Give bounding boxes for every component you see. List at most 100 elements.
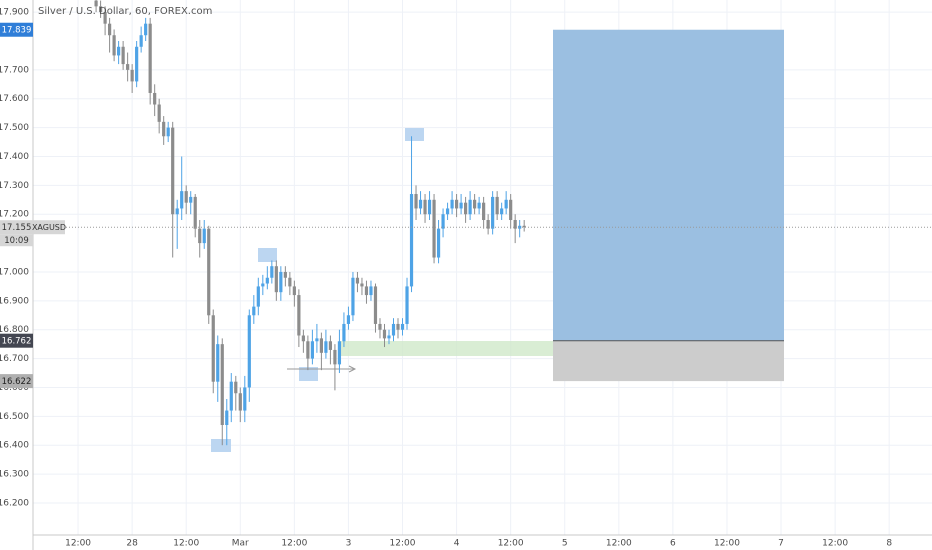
candle-body [369, 286, 373, 296]
candle-body [270, 266, 274, 278]
highlight-box [405, 128, 424, 141]
candle-body [193, 196, 197, 229]
candle-body [482, 202, 486, 221]
y-tick-label: 17.200 [0, 210, 29, 220]
candle-body [220, 344, 224, 425]
x-tick-label: 3 [346, 539, 352, 549]
candle-body [117, 46, 121, 56]
y-tick-label: 17.600 [0, 94, 29, 104]
candle-body [500, 208, 504, 215]
x-tick-label: 7 [778, 539, 784, 549]
candle-body [418, 199, 423, 209]
candle-body [216, 344, 220, 382]
candle-body [288, 277, 292, 287]
y-tick-label: 16.700 [0, 354, 29, 364]
candles [94, 0, 526, 446]
x-tick-label: 12:00 [390, 539, 416, 549]
candle-body [238, 393, 242, 411]
candle-body [162, 121, 166, 137]
candle-body [333, 349, 337, 365]
candle-body [423, 199, 427, 215]
candle-body [135, 46, 139, 82]
y-tick-label: 16.200 [0, 498, 29, 508]
candle-body [504, 199, 508, 209]
y-tick-label: 16.400 [0, 441, 29, 451]
candle-body [459, 202, 463, 209]
candle-body [130, 69, 134, 82]
candle-body [468, 199, 472, 215]
candle-body [234, 381, 238, 394]
candle-body [207, 228, 211, 316]
candle-body [396, 323, 400, 330]
candle-body [103, 12, 107, 24]
y-tick-label: 16.500 [0, 412, 29, 422]
candle-body [324, 341, 328, 353]
y-tick-label: 17.000 [0, 267, 29, 277]
candle-body [166, 127, 170, 137]
candle-body [522, 225, 526, 228]
candle-body [301, 335, 305, 342]
candle-body [513, 220, 517, 229]
y-tick-label: 17.300 [0, 181, 29, 191]
candle-body [225, 410, 229, 425]
candle-body [342, 323, 346, 342]
symbol-bg [33, 220, 65, 235]
candle-body [427, 199, 432, 215]
last-price-badge: 17.155 [2, 223, 32, 233]
candle-body [355, 277, 360, 284]
countdown: 10:09 [4, 236, 29, 246]
candle-body [108, 23, 112, 36]
symbol-label: XAGUSD [32, 223, 66, 232]
candle-body [450, 199, 454, 209]
x-tick-label: Mar [232, 539, 249, 549]
x-tick-label: 12:00 [822, 539, 848, 549]
candle-body [144, 23, 148, 36]
candle-body [274, 266, 278, 293]
candle-body [121, 46, 125, 65]
candle-body [391, 323, 396, 336]
candle-body [292, 286, 296, 296]
y-tick-label: 17.400 [0, 152, 29, 162]
candle-body [509, 199, 513, 221]
candle-body [319, 338, 324, 353]
candle-body [445, 208, 450, 215]
x-tick-label: 28 [126, 539, 138, 549]
target-badge-bg [0, 22, 33, 37]
x-tick-label: 6 [670, 539, 676, 549]
candle-body [495, 196, 499, 215]
candle-body [261, 283, 265, 287]
arrow-head [348, 365, 357, 373]
candle-body [247, 315, 251, 388]
long-position [553, 29, 784, 382]
y-tick-label: 17.500 [0, 123, 29, 133]
candle-body [98, 6, 103, 13]
candle-body [454, 199, 459, 209]
x-tick-label: 5 [562, 539, 568, 549]
x-tick-label: 12:00 [606, 539, 632, 549]
candle-body [198, 228, 202, 244]
entry-badge-bg [0, 333, 33, 348]
x-tick-label: 12:00 [173, 539, 199, 549]
entry-badge: 16.762 [2, 337, 32, 347]
candle-body [229, 381, 233, 411]
candle-body [373, 286, 378, 324]
candle-body [364, 286, 369, 296]
candle-body [157, 104, 161, 122]
x-tick-label: 12:00 [714, 539, 740, 549]
candle-body [112, 35, 116, 56]
candle-body [436, 228, 441, 258]
target-zone [553, 29, 784, 341]
x-tick-label: 4 [454, 539, 460, 549]
candle-body [126, 64, 130, 70]
candle-body [337, 341, 342, 365]
candle-body [94, 0, 98, 7]
y-tick-label: 16.900 [0, 296, 29, 306]
candle-body [279, 271, 283, 293]
candle-body [477, 202, 481, 209]
highlight-box [258, 248, 277, 262]
candle-body [310, 341, 314, 359]
candle-body [283, 271, 287, 278]
chart-title: Silver / U.S. Dollar, 60, FOREX.com [38, 6, 212, 17]
